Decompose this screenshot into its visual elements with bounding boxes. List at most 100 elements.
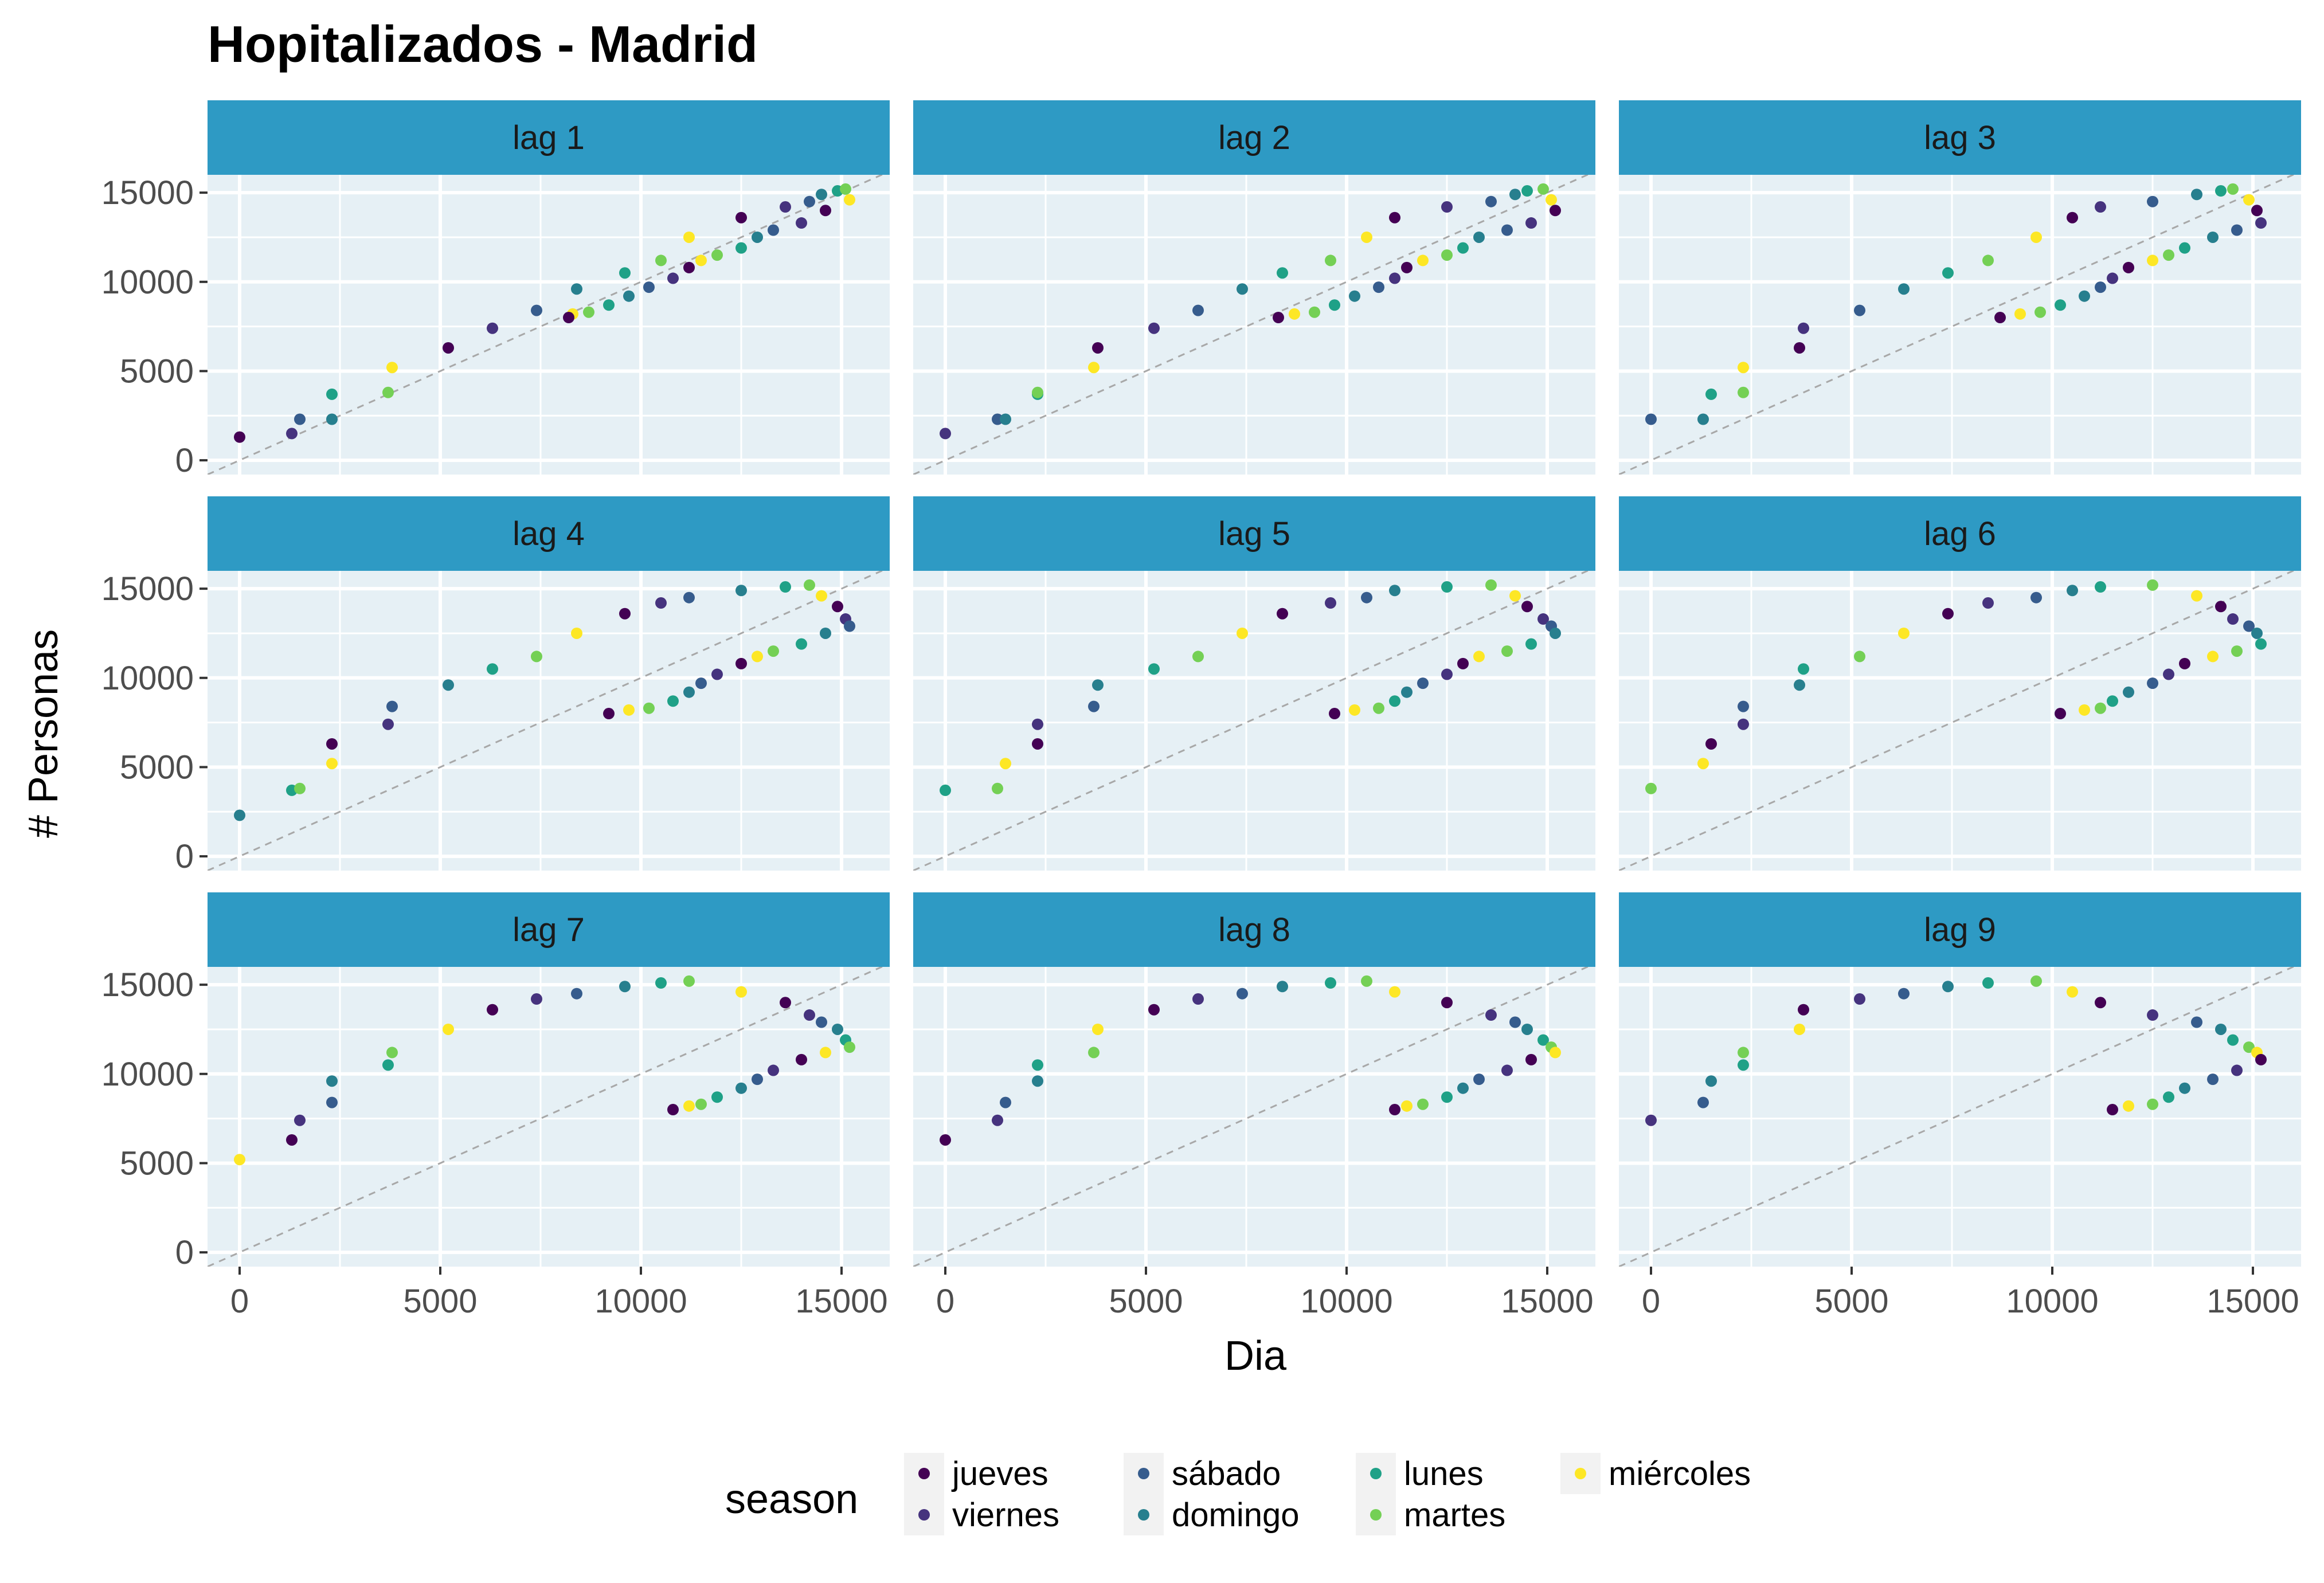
data-point (1092, 1023, 1104, 1035)
data-point (1441, 249, 1453, 261)
data-point (2191, 189, 2202, 201)
data-point (816, 1016, 827, 1028)
data-point (1473, 231, 1485, 243)
y-tick-label: 0 (175, 838, 194, 875)
data-point (695, 254, 707, 267)
data-point (1537, 1034, 1549, 1046)
data-point (2191, 1016, 2202, 1028)
reference-line (913, 967, 1590, 1267)
data-point (1509, 1016, 1521, 1028)
data-point (1361, 975, 1372, 987)
data-point (326, 738, 338, 750)
data-point (1521, 185, 1533, 197)
data-point (2123, 261, 2134, 273)
data-point (1738, 718, 1749, 730)
y-tick-label: 15000 (101, 570, 194, 608)
data-point (1485, 195, 1497, 207)
x-tick-label: 10000 (594, 1283, 687, 1320)
facet-label: lag 4 (512, 515, 585, 553)
data-point (768, 1064, 779, 1076)
facet-strip (913, 496, 1595, 571)
x-axis-title: Dia (1224, 1333, 1287, 1379)
data-point (2227, 613, 2239, 625)
data-point (487, 322, 498, 334)
data-point (2067, 211, 2078, 224)
data-point (683, 261, 695, 273)
data-point (1325, 977, 1336, 989)
panel-background (1619, 175, 2301, 475)
data-point (711, 668, 723, 680)
data-point (1738, 700, 1749, 712)
data-point (840, 183, 851, 195)
data-point (1509, 189, 1521, 201)
data-point (382, 1059, 394, 1071)
data-point (655, 977, 667, 989)
data-point (1457, 1082, 1469, 1094)
data-point (1525, 638, 1537, 650)
data-point (1277, 981, 1288, 993)
facet-strip (913, 892, 1595, 967)
facet-label: lag 5 (1218, 515, 1290, 553)
data-point (1192, 304, 1204, 316)
data-point (1473, 1073, 1485, 1086)
data-point (1329, 299, 1340, 311)
facet-panel: lag 2 (913, 100, 1595, 475)
data-point (655, 597, 667, 609)
data-point (1982, 977, 1994, 989)
data-point (2107, 272, 2118, 284)
data-point (832, 1023, 843, 1035)
data-point (1389, 211, 1400, 224)
data-point (2251, 205, 2263, 217)
data-point (2067, 585, 2078, 597)
data-point (752, 651, 763, 663)
data-point (1705, 1075, 1717, 1087)
reference-line (1619, 967, 2295, 1267)
data-point (1325, 597, 1336, 609)
facet-panel: lag 1 0 5000 10000 15000 (101, 100, 890, 479)
data-point (487, 1004, 498, 1016)
data-point (2030, 231, 2042, 243)
data-point (1738, 1047, 1749, 1059)
panel-background (913, 967, 1595, 1267)
data-point (2067, 986, 2078, 998)
y-tick-label: 5000 (120, 749, 194, 786)
data-point (2035, 306, 2046, 318)
data-point (1309, 306, 1320, 318)
data-point (804, 1009, 815, 1021)
data-point (1361, 231, 1372, 243)
data-point (1738, 386, 1749, 398)
y-axis-title: # Personas (21, 629, 66, 838)
data-point (1697, 758, 1709, 770)
chart-title: Hopitalizados - Madrid (208, 16, 758, 73)
data-point (844, 1041, 855, 1053)
data-point (2231, 224, 2243, 236)
reference-line (208, 571, 884, 871)
data-point (643, 702, 655, 714)
data-point (2147, 1098, 2158, 1110)
data-point (2227, 183, 2239, 195)
data-point (752, 1073, 763, 1086)
data-point (563, 312, 574, 324)
data-point (583, 306, 594, 318)
data-point (234, 1154, 245, 1166)
data-point (2147, 579, 2158, 591)
data-point (2147, 195, 2158, 207)
data-point (1389, 986, 1400, 998)
data-point (1550, 1047, 1561, 1059)
data-point (2030, 591, 2042, 604)
y-tick-label: 15000 (101, 174, 194, 211)
facet-panel: lag 3 (1619, 100, 2301, 475)
data-point (1000, 413, 1011, 425)
data-point (1697, 1096, 1709, 1108)
data-point (1192, 651, 1204, 663)
data-point (1032, 718, 1043, 730)
data-point (1982, 254, 1994, 267)
data-point (2107, 1104, 2118, 1116)
data-point (2215, 1023, 2227, 1035)
data-point (1521, 601, 1533, 613)
data-point (1289, 308, 1300, 320)
data-point (683, 975, 695, 987)
data-point (1550, 205, 1561, 217)
data-point (1417, 254, 1429, 267)
